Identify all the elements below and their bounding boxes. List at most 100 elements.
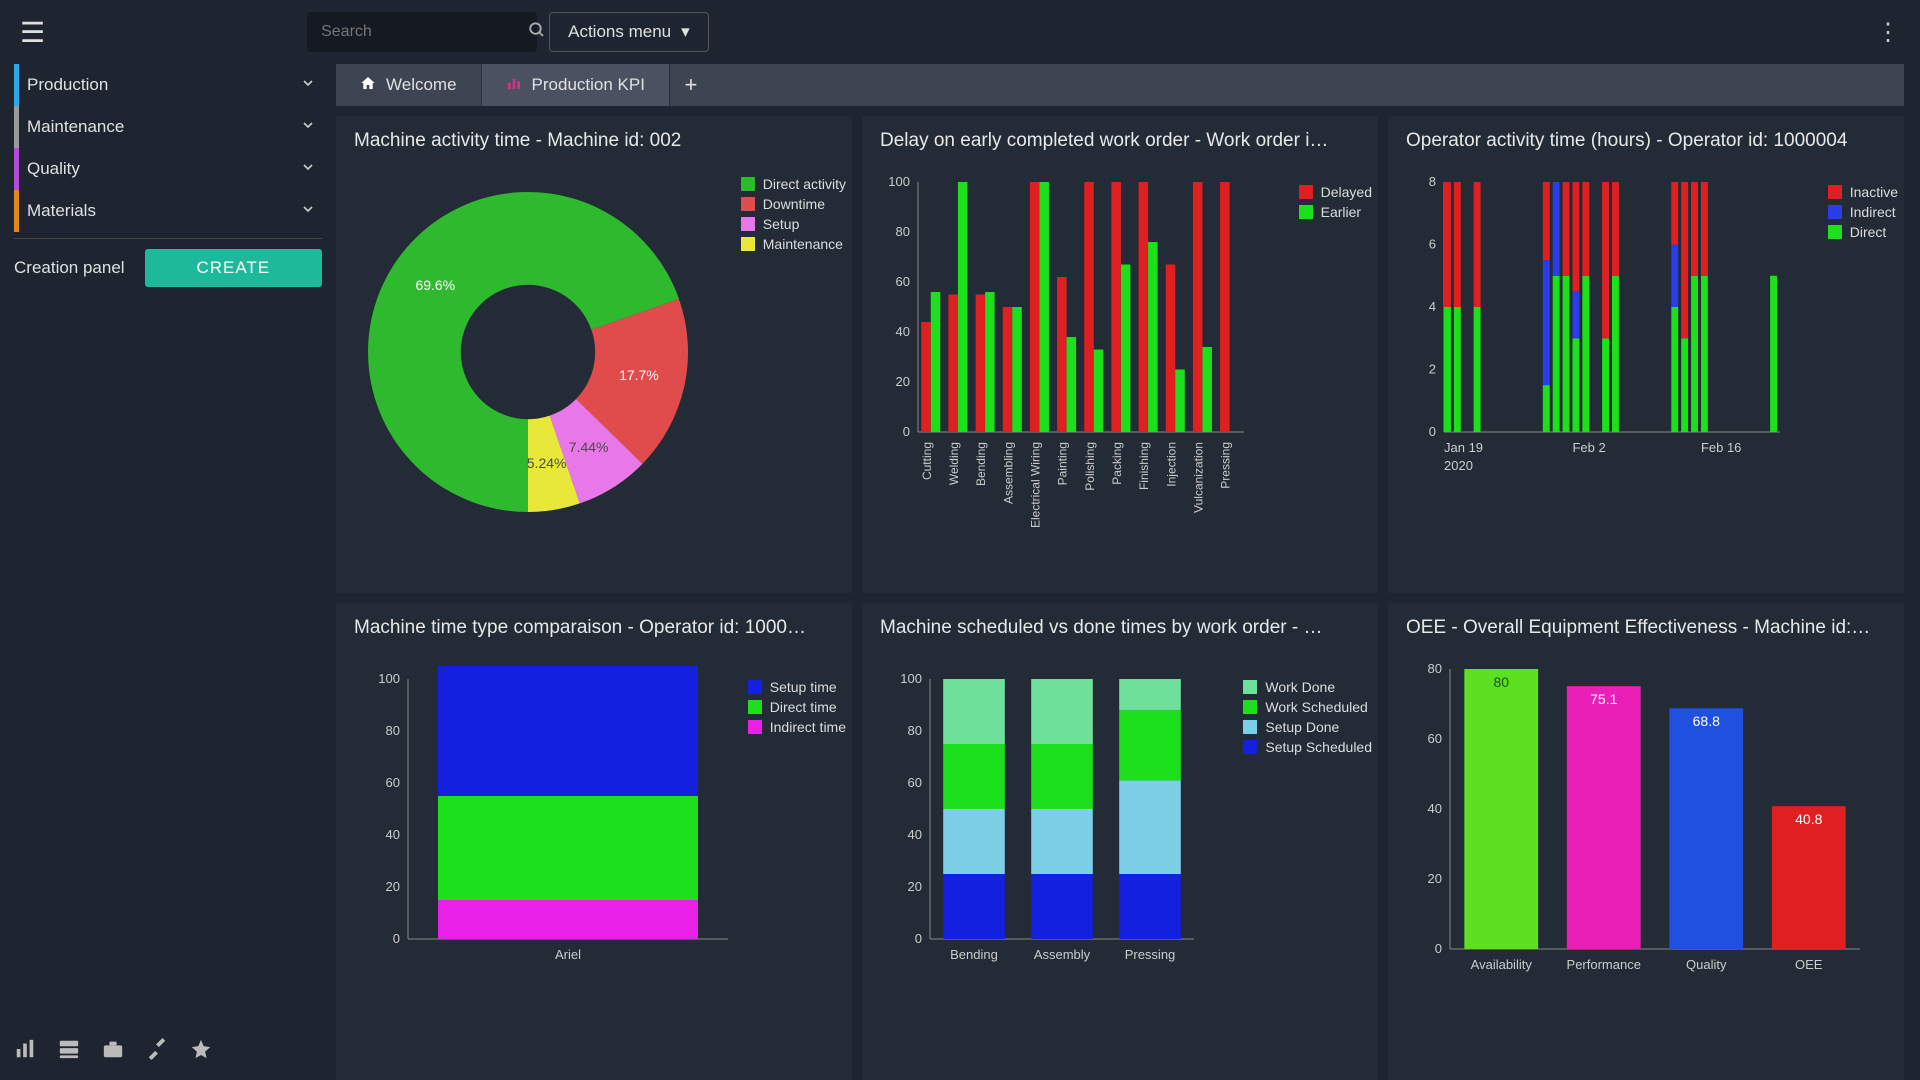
search-box[interactable] [307,12,537,52]
svg-text:7.44%: 7.44% [569,439,609,455]
svg-text:60: 60 [1428,731,1442,746]
legend-item: Direct time [748,699,846,715]
chart-legend: DelayedEarlier [1299,184,1372,224]
svg-text:40: 40 [386,827,400,842]
legend-swatch [741,217,755,231]
svg-text:20: 20 [896,374,910,389]
kebab-icon[interactable]: ⋮ [1876,18,1900,47]
chevron-down-icon [300,159,316,180]
legend-label: Setup [763,216,800,232]
legend-label: Downtime [763,196,825,212]
svg-text:Feb 2: Feb 2 [1572,440,1605,455]
toolbox-icon[interactable] [102,1038,124,1066]
legend-swatch [1299,205,1313,219]
tab-production-kpi[interactable]: Production KPI [482,64,670,106]
svg-text:4: 4 [1429,299,1436,314]
svg-text:Ariel: Ariel [555,947,581,962]
card-delay: Delay on early completed work order - Wo… [862,116,1378,593]
legend-item: Setup Done [1243,719,1372,735]
svg-text:68.8: 68.8 [1693,713,1720,729]
legend-label: Direct [1850,224,1887,240]
tools-icon[interactable] [146,1038,168,1066]
svg-text:80: 80 [908,723,922,738]
legend-item: Work Done [1243,679,1372,695]
legend-swatch [1828,185,1842,199]
legend-item: Inactive [1828,184,1898,200]
legend-swatch [1243,700,1257,714]
hamburger-icon[interactable]: ☰ [20,16,45,49]
svg-text:40: 40 [908,827,922,842]
legend-item: Maintenance [741,236,846,252]
svg-text:0: 0 [393,931,400,946]
svg-text:100: 100 [378,671,400,686]
tabs-bar: Welcome Production KPI+ [336,64,1904,106]
creation-panel-row: Creation panel CREATE [14,249,322,287]
svg-text:Vulcanization: Vulcanization [1191,442,1205,513]
chart-legend: Work DoneWork ScheduledSetup DoneSetup S… [1243,679,1372,759]
legend-label: Delayed [1321,184,1372,200]
svg-text:Quality: Quality [1686,957,1727,972]
star-icon[interactable] [190,1038,212,1066]
topbar: ☰ Actions menu ▾ ⋮ [0,0,1920,64]
legend-swatch [748,720,762,734]
legend-item: Downtime [741,196,846,212]
sidebar-item-maintenance[interactable]: Maintenance [14,106,322,148]
bar-chart-icon[interactable] [14,1038,36,1066]
svg-text:20: 20 [908,879,922,894]
chart-icon [506,75,522,96]
sidebar-item-label: Maintenance [27,117,124,137]
svg-text:Finishing: Finishing [1137,442,1151,490]
server-icon[interactable] [58,1038,80,1066]
actions-menu-button[interactable]: Actions menu ▾ [549,12,709,52]
svg-text:0: 0 [915,931,922,946]
svg-text:75.1: 75.1 [1590,691,1617,707]
svg-text:60: 60 [908,775,922,790]
svg-text:5.24%: 5.24% [527,455,567,471]
tab-label: Welcome [386,75,457,95]
sidebar-item-label: Materials [27,201,96,221]
chevron-down-icon [300,117,316,138]
svg-text:Packing: Packing [1110,442,1124,485]
legend-swatch [1243,720,1257,734]
svg-text:Welding: Welding [947,442,961,485]
card-title: Machine activity time - Machine id: 002 [336,116,852,162]
card-oee: OEE - Overall Equipment Effectiveness - … [1388,603,1904,1080]
card-title: Delay on early completed work order - Wo… [862,116,1378,162]
sidebar-item-production[interactable]: Production [14,64,322,106]
sidebar-item-label: Production [27,75,108,95]
svg-text:60: 60 [386,775,400,790]
svg-text:2: 2 [1429,362,1436,377]
legend-swatch [1828,225,1842,239]
sidebar-item-quality[interactable]: Quality [14,148,322,190]
card-machine-activity: Machine activity time - Machine id: 002 … [336,116,852,593]
create-button[interactable]: CREATE [145,249,322,287]
svg-text:80: 80 [386,723,400,738]
svg-text:Performance: Performance [1567,957,1641,972]
creation-panel-label: Creation panel [14,258,125,278]
divider [14,238,322,239]
legend-item: Direct activity [741,176,846,192]
svg-text:80: 80 [896,224,910,239]
sidebar-item-materials[interactable]: Materials [14,190,322,232]
search-input[interactable] [321,23,528,41]
legend-swatch [741,197,755,211]
svg-text:80: 80 [1493,674,1509,690]
card-title: Machine time type comparaison - Operator… [336,603,852,649]
legend-swatch [1243,740,1257,754]
legend-swatch [748,680,762,694]
svg-text:40: 40 [1428,801,1442,816]
bottom-icon-bar [14,1024,322,1080]
svg-text:Painting: Painting [1056,442,1070,485]
legend-label: Work Done [1265,679,1335,695]
legend-swatch [741,237,755,251]
actions-menu-label: Actions menu [568,22,671,42]
tab-welcome[interactable]: Welcome [336,64,482,106]
add-tab-button[interactable]: + [670,64,712,106]
search-icon[interactable] [528,21,546,44]
sidebar-item-label: Quality [27,159,80,179]
svg-text:Assembly: Assembly [1034,947,1091,962]
svg-text:Feb 16: Feb 16 [1701,440,1741,455]
svg-text:20: 20 [1428,871,1442,886]
legend-swatch [1243,680,1257,694]
legend-item: Work Scheduled [1243,699,1372,715]
